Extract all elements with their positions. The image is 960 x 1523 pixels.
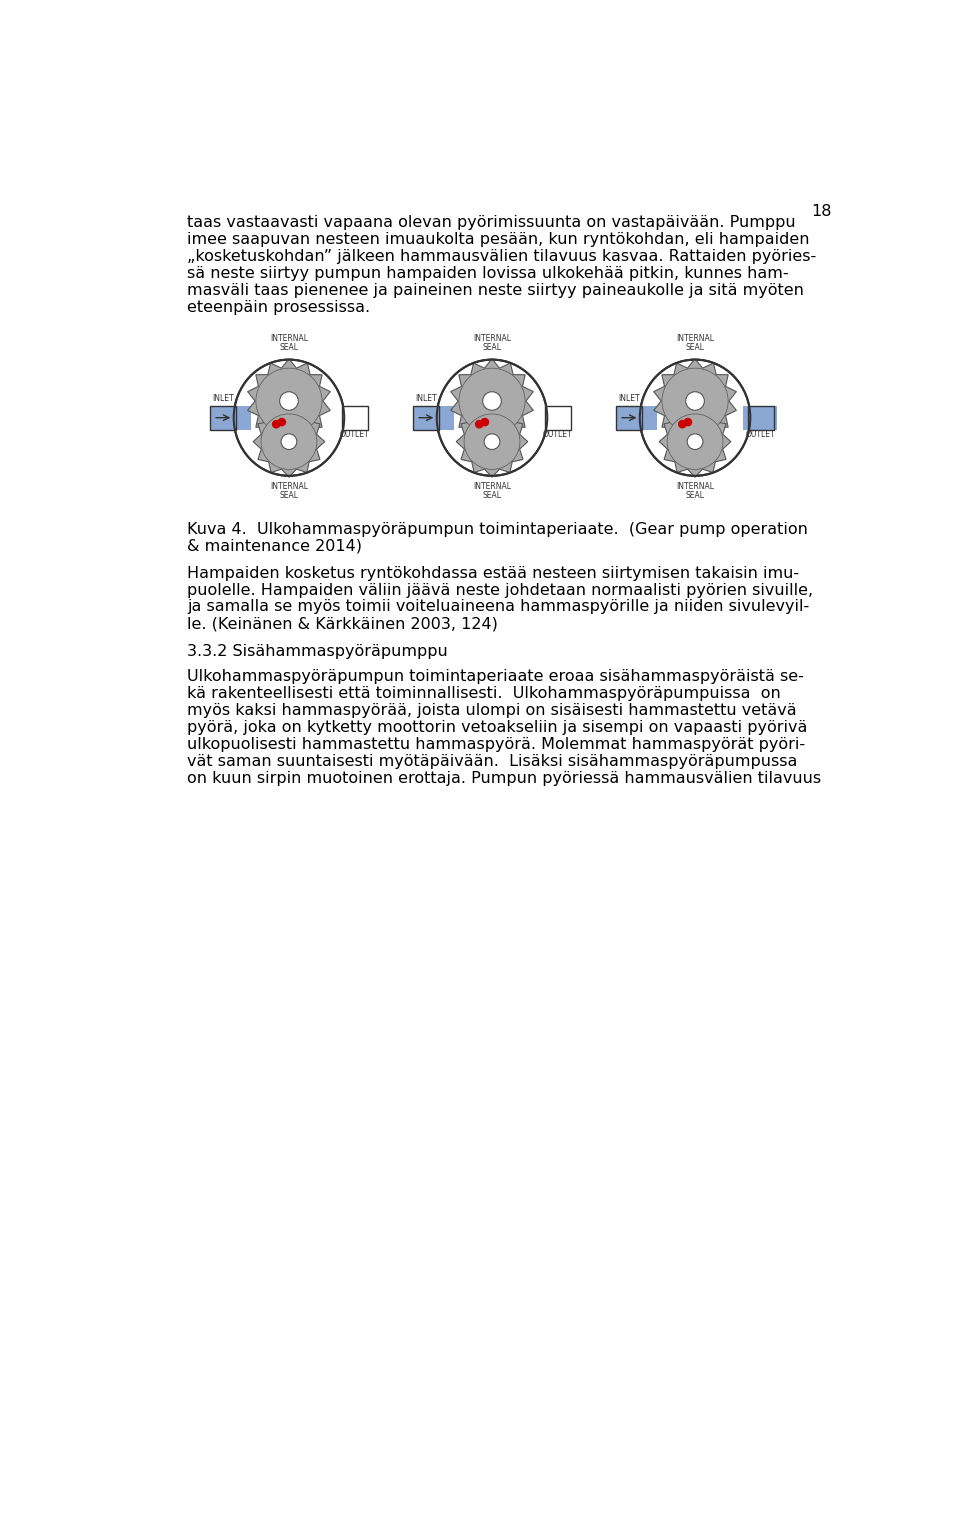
Text: Kuva 4.  Ulkohammaspyöräpumpun toimintaperiaate.  (Gear pump operation: Kuva 4. Ulkohammaspyöräpumpun toimintape… — [187, 521, 808, 536]
Text: masväli taas pienenee ja paineinen neste siirtyy paineaukolle ja sitä myöten: masväli taas pienenee ja paineinen neste… — [187, 283, 804, 299]
Text: vät saman suuntaisesti myötäpäivään.  Lisäksi sisähammaspyöräpumpussa: vät saman suuntaisesti myötäpäivään. Lis… — [187, 754, 798, 769]
Text: INTERNAL
SEAL: INTERNAL SEAL — [473, 481, 511, 500]
FancyBboxPatch shape — [616, 405, 642, 429]
Text: Hampaiden kosketus ryntökohdassa estää nesteen siirtymisen takaisin imu-: Hampaiden kosketus ryntökohdassa estää n… — [187, 565, 800, 580]
Text: Ulkohammaspyöräpumpun toimintaperiaate eroaa sisähammaspyöräistä se-: Ulkohammaspyöräpumpun toimintaperiaate e… — [187, 669, 804, 684]
Text: kä rakenteellisesti että toiminnallisesti.  Ulkohammaspyöräpumpuissa  on: kä rakenteellisesti että toiminnallisest… — [187, 685, 781, 701]
Text: INTERNAL
SEAL: INTERNAL SEAL — [676, 481, 714, 500]
Circle shape — [256, 369, 322, 434]
FancyBboxPatch shape — [617, 405, 657, 429]
Circle shape — [684, 419, 691, 426]
Circle shape — [667, 414, 723, 469]
Circle shape — [464, 414, 520, 469]
Polygon shape — [253, 407, 324, 477]
FancyBboxPatch shape — [210, 405, 236, 429]
FancyBboxPatch shape — [413, 405, 440, 429]
Polygon shape — [456, 407, 528, 477]
FancyBboxPatch shape — [743, 405, 778, 429]
Text: OUTLET: OUTLET — [543, 429, 572, 439]
Circle shape — [662, 369, 728, 434]
Circle shape — [687, 434, 703, 449]
Text: INLET: INLET — [618, 394, 640, 404]
FancyBboxPatch shape — [211, 405, 251, 429]
Circle shape — [679, 420, 686, 428]
Text: taas vastaavasti vapaana olevan pyörimissuunta on vastapäivään. Pumppu: taas vastaavasti vapaana olevan pyörimis… — [187, 215, 796, 230]
Text: INTERNAL
SEAL: INTERNAL SEAL — [270, 481, 308, 500]
FancyBboxPatch shape — [342, 405, 368, 429]
FancyBboxPatch shape — [544, 405, 571, 429]
Text: INTERNAL
SEAL: INTERNAL SEAL — [473, 334, 511, 352]
Text: ulkopuolisesti hammastettu hammaspyörä. Molemmat hammaspyörät pyöri-: ulkopuolisesti hammastettu hammaspyörä. … — [187, 737, 805, 752]
Text: INLET: INLET — [212, 394, 234, 404]
Text: INTERNAL
SEAL: INTERNAL SEAL — [270, 334, 308, 352]
Text: on kuun sirpin muotoinen erottaja. Pumpun pyöriessä hammausvälien tilavuus: on kuun sirpin muotoinen erottaja. Pumpu… — [187, 771, 822, 786]
Text: myös kaksi hammaspyörää, joista ulompi on sisäisesti hammastettu vetävä: myös kaksi hammaspyörää, joista ulompi o… — [187, 702, 797, 717]
Text: pyörä, joka on kytketty moottorin vetoakseliin ja sisempi on vapaasti pyörivä: pyörä, joka on kytketty moottorin vetoak… — [187, 720, 807, 734]
Text: „kosketuskohdan” jälkeen hammausvälien tilavuus kasvaa. Rattaiden pyöries-: „kosketuskohdan” jälkeen hammausvälien t… — [187, 248, 817, 263]
Circle shape — [279, 391, 299, 410]
Text: OUTLET: OUTLET — [746, 429, 776, 439]
Circle shape — [685, 391, 705, 410]
Text: 3.3.2 Sisähammaspyöräpumppu: 3.3.2 Sisähammaspyöräpumppu — [187, 644, 448, 658]
Polygon shape — [450, 359, 534, 443]
Text: ja samalla se myös toimii voiteluaineena hammaspyörille ja niiden sivulevyil-: ja samalla se myös toimii voiteluaineena… — [187, 600, 809, 614]
Circle shape — [273, 420, 280, 428]
Polygon shape — [660, 407, 731, 477]
Circle shape — [481, 419, 489, 426]
Circle shape — [475, 420, 483, 428]
Text: puolelle. Hampaiden väliin jäävä neste johdetaan normaalisti pyörien sivuille,: puolelle. Hampaiden väliin jäävä neste j… — [187, 582, 813, 597]
Polygon shape — [654, 359, 736, 443]
Text: le. (Keinänen & Kärkkäinen 2003, 124): le. (Keinänen & Kärkkäinen 2003, 124) — [187, 617, 498, 632]
Ellipse shape — [233, 359, 345, 475]
Circle shape — [459, 369, 525, 434]
Text: INLET: INLET — [416, 394, 437, 404]
Circle shape — [278, 419, 285, 426]
FancyBboxPatch shape — [748, 405, 774, 429]
Circle shape — [281, 434, 297, 449]
Text: sä neste siirtyy pumpun hampaiden lovissa ulkokehää pitkin, kunnes ham-: sä neste siirtyy pumpun hampaiden loviss… — [187, 267, 789, 280]
Text: OUTLET: OUTLET — [340, 429, 370, 439]
Text: eteenpäin prosessissa.: eteenpäin prosessissa. — [187, 300, 371, 315]
Ellipse shape — [639, 359, 751, 475]
Text: INTERNAL
SEAL: INTERNAL SEAL — [676, 334, 714, 352]
Text: 18: 18 — [811, 204, 831, 219]
Text: imee saapuvan nesteen imuaukolta pesään, kun ryntökohdan, eli hampaiden: imee saapuvan nesteen imuaukolta pesään,… — [187, 231, 810, 247]
FancyBboxPatch shape — [415, 405, 454, 429]
Circle shape — [484, 434, 500, 449]
Ellipse shape — [437, 359, 547, 475]
Circle shape — [483, 391, 501, 410]
Text: & maintenance 2014): & maintenance 2014) — [187, 539, 363, 553]
Circle shape — [261, 414, 317, 469]
Polygon shape — [248, 359, 330, 443]
